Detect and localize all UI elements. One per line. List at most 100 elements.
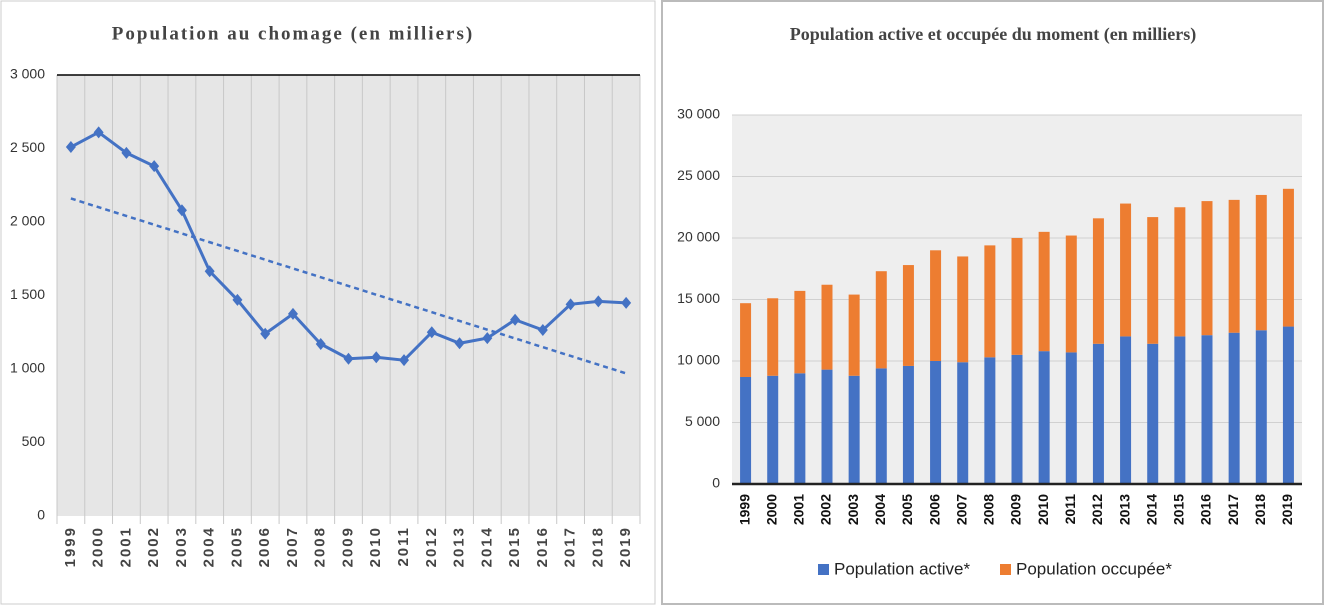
x-tick-label: 1999 [62, 526, 79, 567]
marker [315, 338, 326, 351]
x-tick-label: 2008 [981, 494, 997, 525]
x-tick-label: 2002 [145, 526, 162, 567]
x-tick-label: 2018 [1252, 494, 1268, 525]
x-tick-label: 2009 [1008, 494, 1024, 525]
marker [121, 146, 132, 159]
x-tick-label: 2016 [1198, 494, 1214, 525]
bar [875, 368, 887, 484]
x-tick-label: 1999 [736, 494, 752, 525]
y-tick-label: 2 500 [10, 139, 45, 155]
chart-title: Population active et occupée du moment (… [790, 24, 1196, 45]
bar [1092, 218, 1104, 344]
x-tick-label: 2015 [506, 526, 523, 567]
bar [848, 375, 860, 484]
x-tick-label: 2019 [617, 526, 634, 567]
marker [65, 141, 76, 154]
bar [1228, 199, 1240, 333]
marker [593, 295, 604, 308]
bar [1120, 203, 1132, 337]
x-tick-label: 2014 [1143, 494, 1159, 525]
bar [902, 365, 914, 484]
y-tick-label: 1 500 [10, 286, 45, 302]
bar [821, 369, 833, 484]
bar [1092, 343, 1104, 484]
bar [984, 357, 996, 484]
y-tick-label: 0 [712, 475, 720, 491]
x-tick-label: 2000 [763, 494, 779, 525]
x-tick-label: 2018 [589, 526, 606, 567]
y-tick-label: 25 000 [677, 167, 720, 183]
x-tick-label: 2004 [872, 494, 888, 525]
marker [149, 160, 160, 173]
marker [621, 296, 632, 309]
x-tick-label: 2010 [1035, 494, 1051, 525]
marker [399, 354, 410, 367]
bar [1201, 201, 1213, 336]
x-tick-label: 2011 [1062, 494, 1078, 525]
y-tick-label: 0 [37, 507, 45, 523]
bar [1038, 231, 1050, 352]
bar [957, 256, 969, 363]
y-tick-label: 5 000 [685, 413, 720, 429]
bar [740, 303, 752, 377]
marker [176, 204, 187, 217]
legend-swatch [818, 564, 829, 575]
x-tick-label: 2013 [1116, 494, 1132, 525]
bar [821, 284, 833, 370]
y-tick-label: 10 000 [677, 352, 720, 368]
bar [1174, 207, 1186, 337]
x-tick-label: 2005 [228, 526, 245, 567]
plot-area [57, 75, 640, 516]
bar [1011, 238, 1023, 355]
x-tick-label: 2012 [1089, 494, 1105, 525]
y-tick-label: 15 000 [677, 290, 720, 306]
bar [1282, 326, 1294, 484]
bar [794, 290, 806, 374]
x-tick-label: 2019 [1279, 494, 1295, 525]
marker [204, 265, 215, 278]
bar [1147, 217, 1159, 344]
x-tick-label: 2002 [818, 494, 834, 525]
x-tick-label: 2006 [256, 526, 273, 567]
bar [1255, 330, 1267, 484]
y-tick-label: 3 000 [10, 66, 45, 82]
marker [371, 351, 382, 364]
bar [875, 271, 887, 369]
marker [343, 352, 354, 365]
x-tick-label: 2006 [926, 494, 942, 525]
marker [537, 324, 548, 337]
trendline [70, 197, 627, 375]
marker [260, 327, 271, 340]
x-tick-label: 2009 [339, 526, 356, 567]
y-tick-label: 500 [22, 433, 46, 449]
y-tick-label: 20 000 [677, 229, 720, 245]
legend-label: Population active* [834, 559, 970, 578]
x-tick-label: 2004 [201, 526, 218, 567]
x-tick-label: 2016 [534, 526, 551, 567]
y-tick-label: 2 000 [10, 213, 45, 229]
chart-title: Population au chomage (en milliers) [112, 23, 474, 44]
bar [1174, 336, 1186, 484]
marker [93, 126, 104, 139]
bar [930, 250, 942, 361]
marker [565, 298, 576, 311]
x-tick-label: 2001 [117, 526, 134, 567]
x-tick-label: 2000 [90, 526, 107, 567]
x-tick-label: 2014 [478, 526, 495, 567]
x-tick-label: 2001 [791, 494, 807, 525]
bar [1282, 188, 1294, 327]
bar [1120, 336, 1132, 484]
bar [1201, 335, 1213, 484]
x-tick-label: 2007 [284, 526, 301, 567]
bar [767, 375, 779, 484]
bar [1011, 354, 1023, 484]
x-tick-label: 2015 [1171, 494, 1187, 525]
legend-swatch [1000, 564, 1011, 575]
marker [232, 293, 243, 306]
y-tick-label: 30 000 [677, 106, 720, 122]
x-tick-label: 2013 [451, 526, 468, 567]
marker [482, 332, 493, 345]
bar [1147, 343, 1159, 484]
bar [930, 361, 942, 484]
